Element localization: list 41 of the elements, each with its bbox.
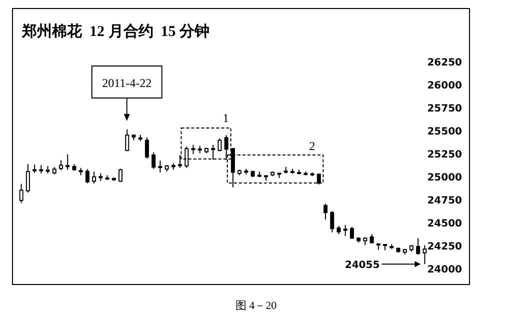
candlestick (330, 210, 334, 233)
caption: 图 4－20 (234, 299, 278, 313)
candlestick (370, 234, 374, 244)
candlestick (184, 146, 189, 168)
y-tick-label: 24250 (427, 242, 462, 253)
candlestick (191, 144, 196, 155)
candlestick (144, 137, 149, 160)
y-tick-label: 25250 (427, 150, 462, 161)
candlestick (343, 224, 348, 237)
candlestick (125, 128, 130, 152)
candlestick (26, 163, 30, 193)
chart-title: 郑州棉花 12 月合约 15 分钟 (22, 22, 210, 41)
candlestick (224, 134, 228, 161)
annotation: 2011-4-22 (102, 76, 152, 90)
candlestick (19, 183, 24, 204)
candlestick (211, 144, 216, 160)
y-tick-label: 25000 (427, 172, 462, 184)
candlestick (416, 238, 420, 255)
candlestick (422, 244, 427, 265)
candlestick (152, 152, 156, 170)
candlestick (85, 168, 90, 184)
y-tick-label: 25750 (427, 104, 462, 115)
candlestick (350, 226, 354, 240)
y-tick-label: 24000 (427, 264, 462, 276)
y-tick-label: 25500 (427, 126, 462, 138)
y-tick-label: 24500 (427, 218, 462, 230)
y-tick-label: 26000 (427, 80, 462, 92)
annotation: 1 (222, 111, 229, 125)
candlestick (92, 171, 96, 184)
candlestick (218, 138, 222, 152)
y-tick-label: 24750 (427, 196, 462, 207)
candlestick (230, 148, 235, 188)
annotation: 2 (309, 139, 316, 153)
candlestick (178, 154, 182, 168)
candlestick (158, 160, 162, 173)
candlestick (316, 173, 321, 185)
y-tick-label: 26250 (427, 58, 462, 69)
annotation: 24055 (344, 260, 380, 272)
candlestick (324, 203, 328, 220)
candlestick (66, 154, 70, 170)
candlestick (58, 160, 63, 171)
